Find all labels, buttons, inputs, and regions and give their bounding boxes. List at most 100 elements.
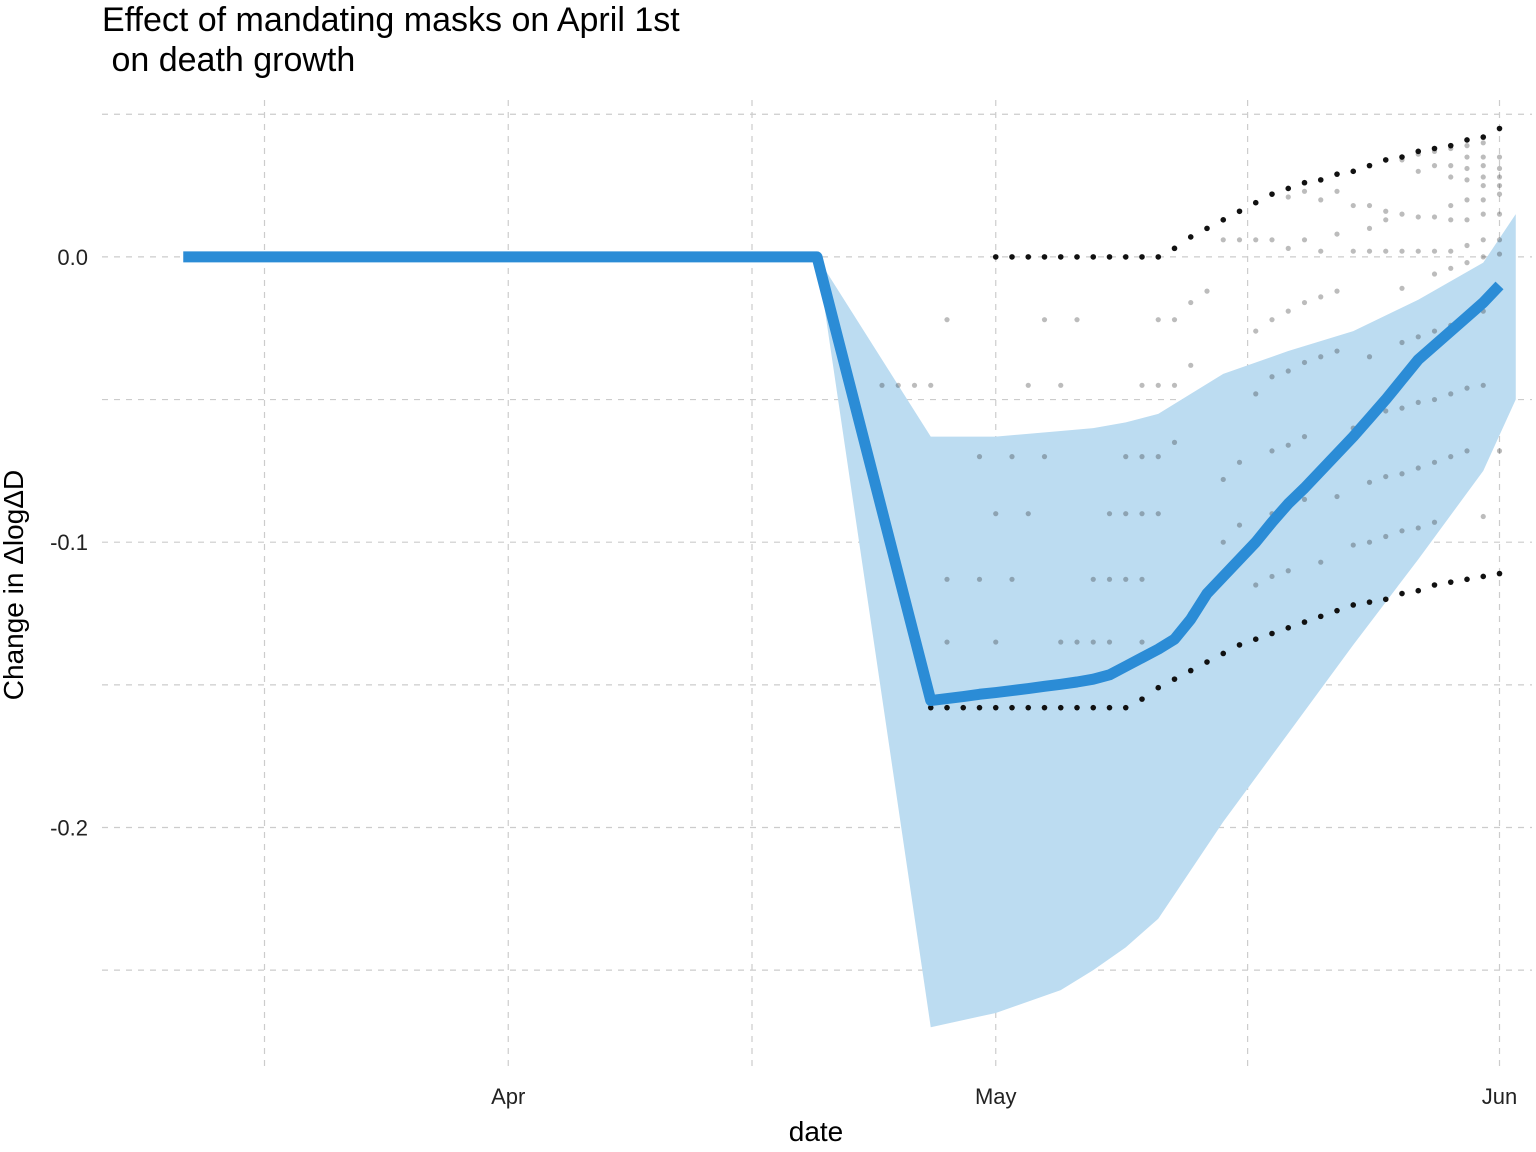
scatter-point — [1155, 511, 1161, 517]
scatter-point — [1139, 576, 1145, 582]
scatter-point — [1155, 454, 1161, 460]
scatter-point — [1366, 539, 1373, 545]
scatter-point — [1496, 211, 1503, 217]
scatter-point — [1366, 225, 1373, 231]
scatter-point — [1480, 237, 1486, 243]
scatter-point — [1415, 465, 1421, 471]
upper-bound-point — [1106, 254, 1113, 260]
scatter-point — [1334, 231, 1340, 237]
upper-bound-point — [1496, 125, 1503, 132]
upper-bound-point — [1464, 137, 1470, 143]
scatter-point — [1496, 154, 1503, 160]
y-axis-ticks: 0.0 -0.1 -0.2 — [50, 245, 88, 841]
lower-bound-point — [1025, 704, 1032, 711]
bound-points — [927, 125, 1503, 711]
scatter-point — [944, 639, 950, 645]
lower-bound-point — [1155, 684, 1162, 691]
scatter-point — [1285, 568, 1291, 574]
scatter-point — [1318, 559, 1324, 565]
scatter-point — [1464, 385, 1470, 391]
chart-title: Effect of mandating masks on April 1st o… — [102, 1, 680, 79]
scatter-point — [928, 382, 934, 388]
scatter-point — [1448, 217, 1454, 223]
scatter-point — [1383, 408, 1389, 414]
upper-bound-point — [1285, 185, 1292, 192]
lower-bound-point — [1041, 704, 1048, 711]
lower-bound-point — [1350, 602, 1357, 608]
scatter-point — [1399, 405, 1405, 411]
upper-bound-point — [1025, 254, 1032, 260]
scatter-point — [993, 639, 999, 645]
scatter-point — [1285, 194, 1291, 200]
scatter-point — [1399, 211, 1405, 217]
upper-bound-point — [1009, 254, 1015, 260]
scatter-point — [1301, 188, 1308, 194]
scatter-point — [1188, 362, 1194, 368]
scatter-point — [911, 382, 918, 388]
lower-bound-point — [1139, 696, 1145, 702]
scatter-point — [1399, 528, 1405, 534]
lower-bound-point — [1366, 599, 1373, 605]
scatter-point — [1464, 154, 1470, 160]
scatter-point — [1236, 237, 1243, 243]
lower-bound-point — [1204, 659, 1210, 665]
scatter-point — [1318, 294, 1324, 300]
scatter-point — [1253, 328, 1259, 334]
scatter-point — [1123, 454, 1129, 460]
scatter-point — [1431, 271, 1438, 277]
scatter-point — [1480, 182, 1486, 189]
lower-bound-point — [1106, 704, 1113, 711]
scatter-point — [1301, 299, 1308, 306]
scatter-point — [1269, 374, 1275, 380]
lower-bound-point — [927, 704, 934, 711]
scatter-point — [1431, 328, 1438, 334]
scatter-point — [976, 576, 983, 582]
scatter-point — [1123, 576, 1129, 582]
scatter-point — [1269, 448, 1275, 454]
lower-bound-point — [1252, 636, 1259, 643]
scatter-point — [1383, 473, 1389, 480]
scatter-point — [1448, 202, 1454, 209]
scatter-point — [1220, 539, 1226, 545]
lower-bound-point — [1431, 582, 1438, 588]
scatter-point — [1464, 242, 1470, 249]
lower-bound-point — [1074, 704, 1080, 711]
scatter-point — [1171, 439, 1178, 445]
scatter-point — [1058, 639, 1064, 645]
lower-bound-point — [1122, 704, 1129, 711]
lower-bound-point — [1334, 607, 1340, 614]
upper-bound-point — [1090, 254, 1097, 260]
lower-bound-point — [976, 704, 983, 711]
scatter-point — [1269, 317, 1275, 323]
scatter-point — [1480, 140, 1486, 146]
scatter-point — [1496, 191, 1503, 197]
upper-bound-point — [1139, 254, 1145, 260]
scatter-point — [1350, 542, 1356, 548]
confidence-band — [817, 214, 1516, 1028]
scatter-point — [1480, 154, 1486, 160]
scatter-point — [1123, 511, 1129, 517]
confidence-band-area — [817, 214, 1516, 1028]
x-axis-title: date — [789, 1116, 844, 1147]
scatter-point — [1334, 188, 1340, 194]
lower-bound-point — [1220, 650, 1227, 657]
lower-bound-point — [1236, 642, 1243, 648]
scatter-point — [1464, 260, 1470, 266]
lower-bound-point — [1187, 667, 1194, 674]
scatter-point — [1009, 454, 1015, 460]
scatter-point — [1318, 197, 1324, 203]
scatter-point — [1448, 391, 1454, 397]
scatter-point — [895, 382, 901, 388]
scatter-point — [1480, 197, 1486, 203]
upper-bound-point — [1236, 208, 1243, 215]
lower-bound-point — [1317, 613, 1324, 620]
scatter-point — [1334, 348, 1340, 354]
y-axis-title: Change in ΔlogΔD — [0, 470, 29, 700]
lower-bound-point — [1301, 619, 1308, 625]
scatter-point — [1399, 471, 1405, 477]
lower-bound-point — [1171, 676, 1178, 682]
scatter-point — [1496, 174, 1503, 180]
scatter-point — [1496, 448, 1503, 454]
scatter-point — [1301, 359, 1308, 366]
